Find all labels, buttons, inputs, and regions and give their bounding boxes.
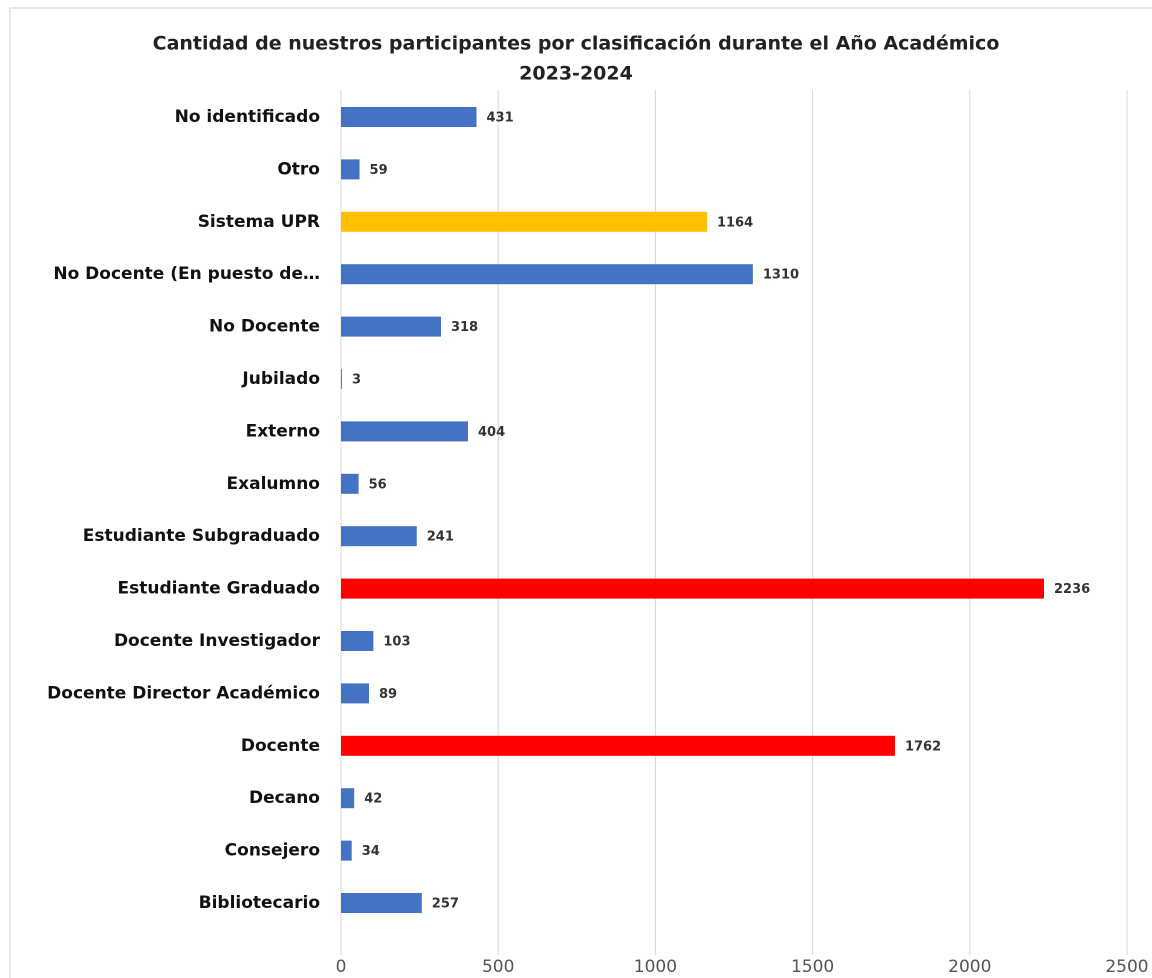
bar — [341, 631, 374, 651]
y-tick-label: Otro — [277, 159, 320, 179]
x-tick-label: 0 — [336, 957, 347, 977]
bar — [341, 683, 369, 704]
bar — [341, 735, 895, 756]
x-tick-label: 2000 — [948, 957, 991, 977]
y-tick-label: Estudiante Subgraduado — [83, 526, 320, 546]
bar — [341, 473, 359, 494]
chart-title: 2023-2024 — [519, 63, 633, 85]
x-tick-label: 2500 — [1105, 957, 1148, 977]
data-label: 1164 — [717, 215, 753, 230]
data-label: 431 — [487, 111, 514, 126]
chart-title: Cantidad de nuestros participantes por c… — [153, 33, 1000, 55]
data-label: 3 — [352, 373, 361, 388]
y-tick-label: Bibliotecario — [199, 893, 320, 913]
data-label: 404 — [478, 425, 505, 440]
bar — [341, 107, 477, 127]
bar — [341, 788, 355, 809]
data-label: 241 — [427, 530, 454, 545]
data-label: 34 — [362, 844, 380, 859]
data-label: 103 — [383, 635, 410, 650]
y-tick-label: Jubilado — [241, 369, 320, 389]
bar — [341, 264, 753, 285]
data-label: 59 — [370, 163, 388, 178]
data-label: 318 — [451, 320, 478, 335]
bar — [341, 840, 352, 861]
data-label: 56 — [369, 477, 387, 492]
data-label: 89 — [379, 687, 397, 702]
bar — [341, 316, 441, 337]
data-label: 1310 — [763, 268, 799, 283]
y-tick-label: Docente Director Académico — [47, 683, 320, 703]
y-tick-label: No Docente — [209, 317, 320, 337]
data-label: 2236 — [1054, 582, 1090, 597]
data-label: 42 — [364, 792, 382, 807]
bar — [341, 893, 422, 913]
data-label: 257 — [432, 897, 459, 912]
bar — [341, 369, 342, 389]
bar — [341, 526, 417, 547]
y-tick-label: Sistema UPR — [198, 212, 320, 232]
y-tick-label: Consejero — [225, 841, 320, 861]
y-tick-label: Exalumno — [227, 474, 320, 494]
y-tick-label: Estudiante Graduado — [117, 579, 320, 599]
y-tick-label: Externo — [246, 421, 320, 441]
y-tick-label: Decano — [249, 788, 320, 808]
y-tick-label: No identificado — [175, 107, 320, 127]
data-label: 1762 — [905, 739, 941, 754]
bar — [341, 578, 1044, 599]
x-tick-label: 500 — [482, 957, 514, 977]
bar — [341, 421, 469, 442]
x-tick-label: 1500 — [791, 957, 834, 977]
y-tick-label: No Docente (En puesto de… — [53, 264, 320, 284]
chart-frame — [9, 7, 1152, 978]
bar — [341, 211, 707, 232]
bar — [341, 159, 360, 180]
x-tick-label: 1000 — [634, 957, 677, 977]
y-tick-label: Docente — [241, 736, 320, 756]
y-tick-label: Docente Investigador — [114, 631, 321, 651]
